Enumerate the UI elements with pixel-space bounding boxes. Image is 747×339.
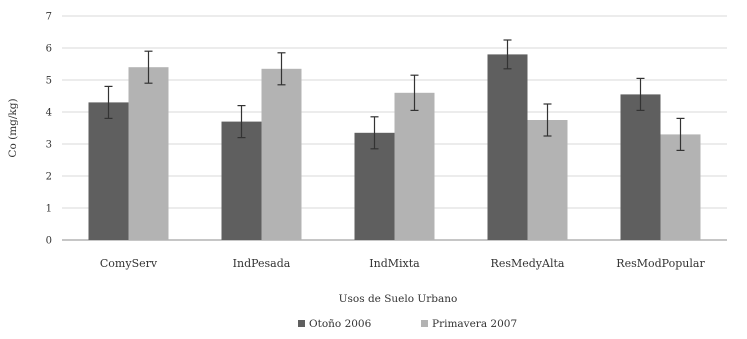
- bar-series1-resmedyalta: [487, 54, 528, 241]
- bar-series2-indpesada: [261, 68, 302, 240]
- bar-series2-resmedyalta: [527, 120, 568, 240]
- error-bar: [410, 74, 419, 112]
- legend-swatch: [421, 320, 428, 327]
- y-tick-label: 2: [46, 172, 52, 183]
- error-bar: [237, 104, 246, 139]
- legend: Otoño 2006 Primavera 2007: [298, 318, 517, 330]
- legend-label: Otoño 2006: [309, 318, 372, 330]
- error-bar: [543, 103, 552, 137]
- bars: [88, 54, 701, 241]
- error-bar: [104, 85, 113, 120]
- x-category-label: IndPesada: [233, 257, 291, 270]
- error-bar: [636, 77, 645, 112]
- y-tick-label: 4: [46, 108, 52, 119]
- error-bar: [370, 116, 379, 150]
- error-bars: [104, 39, 685, 151]
- y-tick-label: 7: [46, 12, 52, 23]
- x-category-label: ResMedyAlta: [491, 257, 565, 270]
- y-axis-title: Co (mg/kg): [7, 98, 19, 157]
- bar-series1-indmixta: [354, 132, 395, 240]
- bar-series1-comyserv: [88, 102, 129, 241]
- error-bar: [676, 117, 685, 151]
- x-axis-title: Usos de Suelo Urbano: [339, 293, 458, 305]
- x-category-label: ResModPopular: [616, 257, 705, 270]
- x-category-labels: ComyServ IndPesada IndMixta ResMedyAlta ResM…: [100, 257, 706, 270]
- x-category-label: ComyServ: [100, 257, 158, 270]
- legend-swatch: [298, 320, 305, 327]
- y-tick-label: 1: [46, 204, 52, 215]
- error-bar: [277, 52, 286, 86]
- error-bar: [144, 50, 153, 84]
- bar-series2-indmixta: [394, 92, 435, 240]
- error-bar: [503, 39, 512, 70]
- legend-label: Primavera 2007: [432, 318, 517, 330]
- y-tick-label: 3: [46, 140, 52, 151]
- y-tick-label: 5: [46, 76, 52, 87]
- y-tick-label: 6: [46, 44, 52, 55]
- y-tick-label: 0: [46, 236, 52, 247]
- bar-series2-comyserv: [128, 67, 169, 240]
- bar-series1-indpesada: [221, 121, 262, 240]
- y-tick-labels: 0 1 2 3 4 5 6 7: [46, 12, 52, 247]
- bar-series1-resmodpopular: [620, 94, 661, 241]
- bar-series2-resmodpopular: [660, 134, 701, 240]
- x-category-label: IndMixta: [369, 257, 420, 270]
